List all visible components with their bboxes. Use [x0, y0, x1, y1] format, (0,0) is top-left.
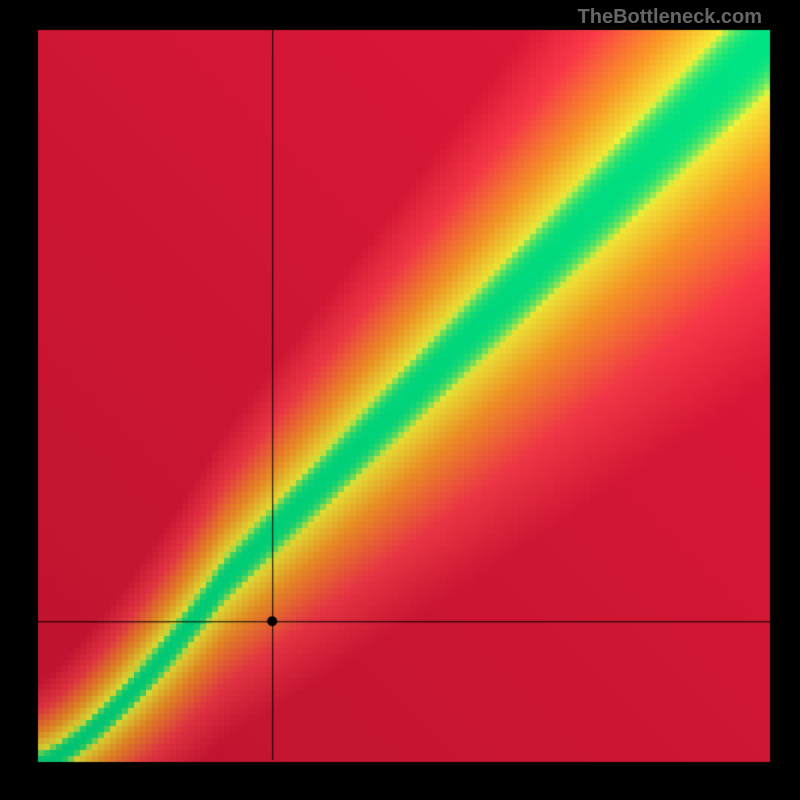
- bottleneck-heatmap: [0, 0, 800, 800]
- watermark-text: TheBottleneck.com: [578, 6, 762, 29]
